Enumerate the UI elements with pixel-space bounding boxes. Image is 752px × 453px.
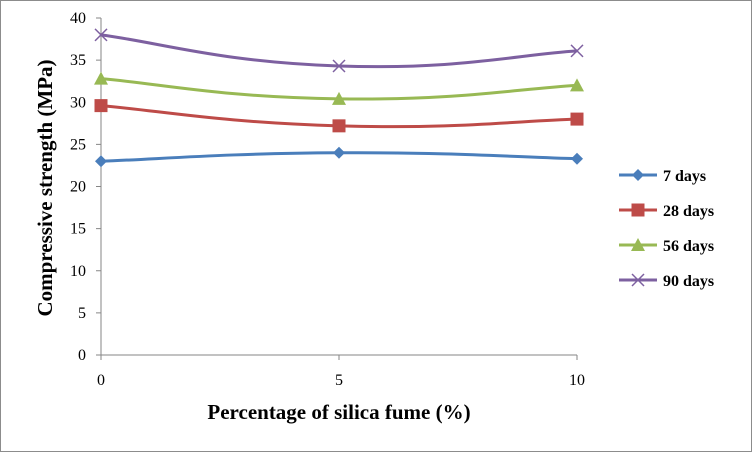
- legend-label: 7 days: [663, 168, 706, 185]
- legend-marker: [632, 169, 644, 181]
- legend-marker: [631, 273, 645, 287]
- axes: [100, 18, 577, 356]
- y-tick-label: 40: [70, 10, 86, 27]
- data-point-90-days: [94, 28, 108, 42]
- y-tick-label: 30: [70, 94, 86, 111]
- y-tick-label: 15: [70, 221, 86, 238]
- data-point-90-days: [332, 59, 346, 73]
- series-line-90-days: [100, 33, 578, 69]
- legend-label: 28 days: [663, 203, 714, 220]
- data-point-56-days: [94, 71, 108, 85]
- data-point-56-days: [332, 91, 346, 105]
- data-point-28-days: [94, 99, 108, 113]
- legend-marker: [631, 203, 645, 217]
- data-point-28-days: [570, 112, 584, 126]
- legend-label: 56 days: [663, 238, 714, 255]
- series: [94, 28, 584, 168]
- y-tick-label: 0: [78, 347, 86, 364]
- y-tick-label: 25: [70, 136, 86, 153]
- y-axis-title: Compressive strength (MPa): [33, 59, 57, 316]
- y-tick-label: 10: [70, 263, 86, 280]
- ticks: 0 5 10 15 20 25 30 35 40 0 5 10: [70, 10, 585, 389]
- data-point-28-days: [332, 119, 346, 133]
- series-28-days: [94, 99, 584, 133]
- x-tick-label: 5: [335, 372, 343, 389]
- y-tick-label: 20: [70, 179, 86, 196]
- y-tick-label: 5: [78, 305, 86, 322]
- legend-item-56-days: 56 days: [619, 238, 714, 255]
- series-56-days: [94, 71, 584, 105]
- data-point-56-days: [570, 78, 584, 92]
- series-7-days: [95, 146, 583, 168]
- data-point-7-days: [333, 146, 345, 159]
- x-tick-label: 0: [97, 372, 105, 389]
- data-point-7-days: [95, 155, 107, 168]
- series-90-days: [94, 28, 584, 73]
- legend-item-7-days: 7 days: [619, 168, 706, 185]
- x-axis-title: Percentage of silica fume (%): [207, 400, 470, 424]
- legend-item-28-days: 28 days: [619, 203, 714, 220]
- data-point-7-days: [571, 152, 583, 165]
- legend: 7 days 28 days 56 days 90 days: [619, 168, 714, 290]
- data-point-90-days: [570, 44, 584, 58]
- y-tick-label: 35: [70, 52, 86, 69]
- legend-marker: [631, 238, 645, 251]
- x-tick-label: 10: [569, 372, 585, 389]
- legend-label: 90 days: [663, 273, 714, 290]
- legend-item-90-days: 90 days: [619, 273, 714, 290]
